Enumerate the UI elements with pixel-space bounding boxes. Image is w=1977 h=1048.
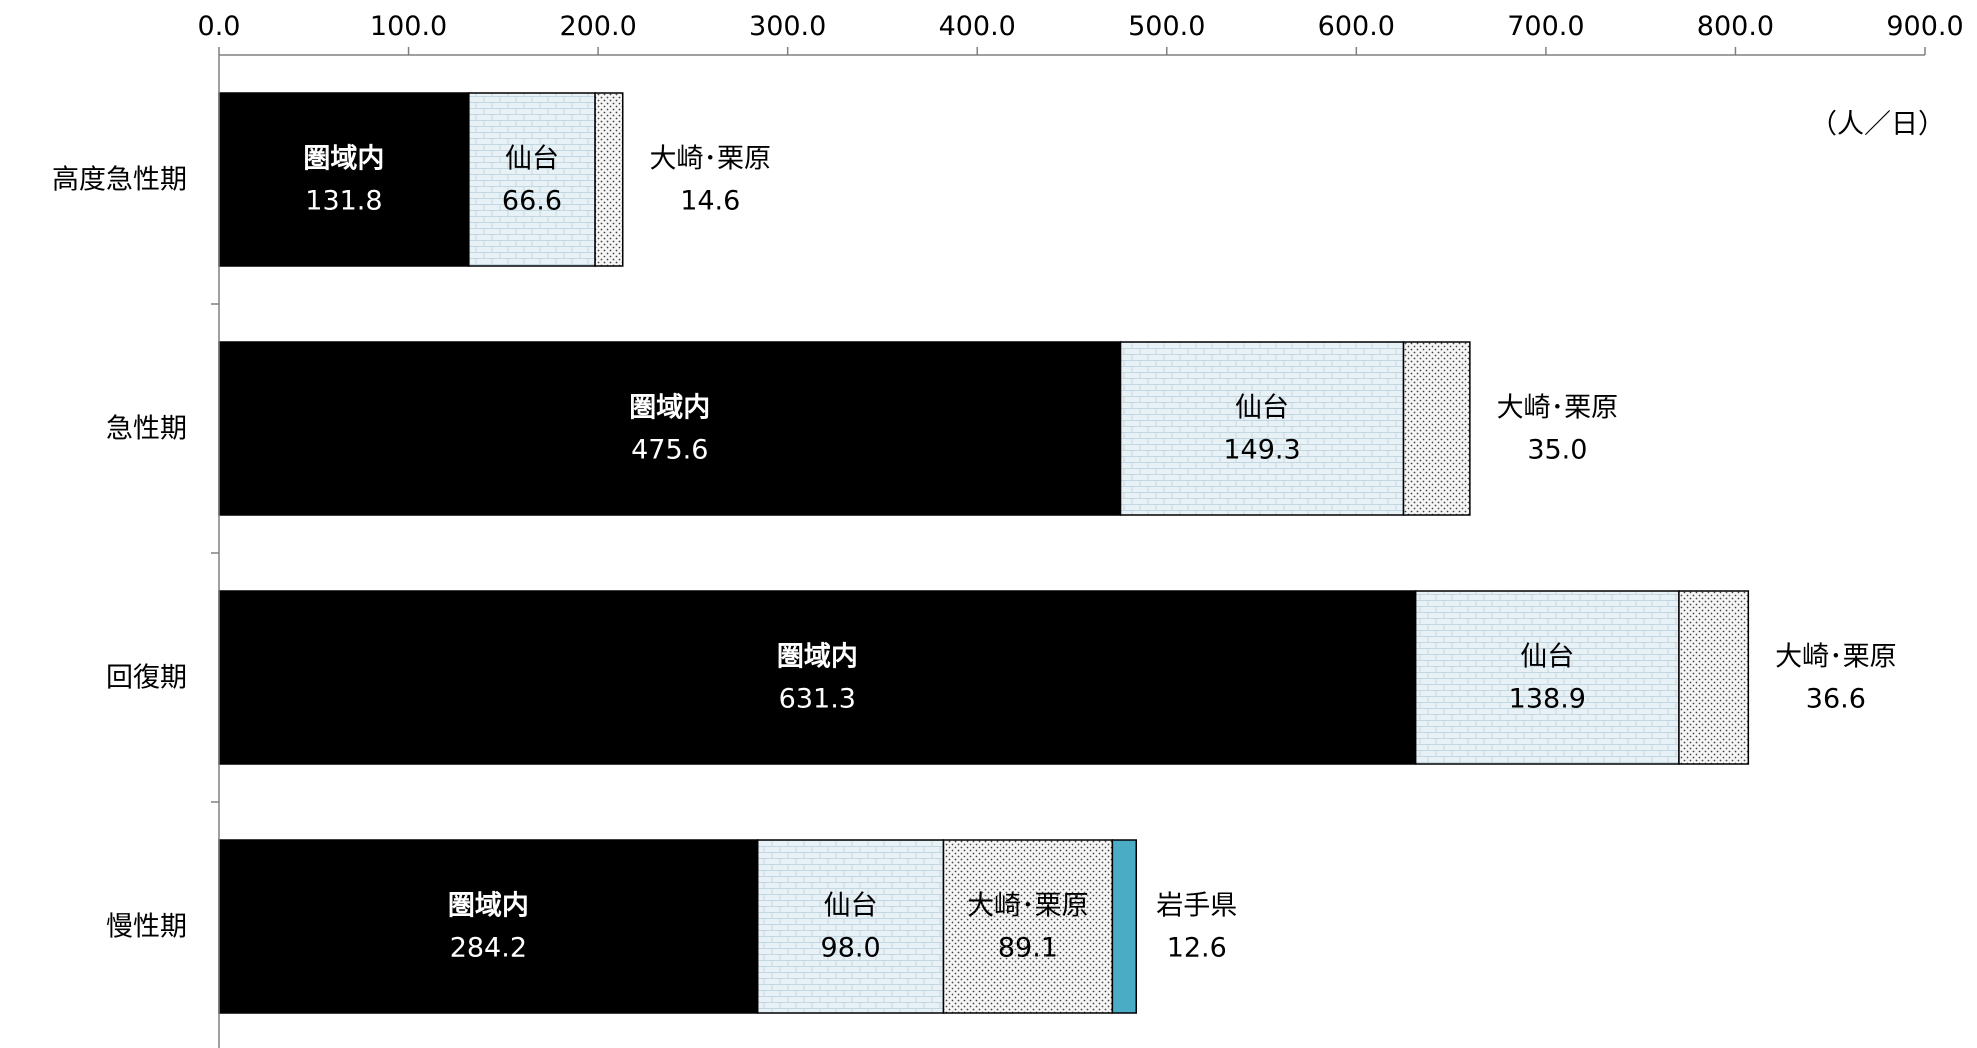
bar-series-label: 仙台 bbox=[1235, 393, 1289, 424]
x-tick-label: 800.0 bbox=[1697, 11, 1774, 42]
bar-value-label: 98.0 bbox=[821, 933, 881, 964]
bar-series-label: 仙台 bbox=[1520, 642, 1574, 673]
bar-segment bbox=[756, 839, 945, 1014]
y-category-label: 急性期 bbox=[106, 414, 187, 445]
bar-value-label: 35.0 bbox=[1527, 435, 1587, 466]
bar-segment bbox=[1678, 590, 1750, 765]
bar-value-label: 12.6 bbox=[1167, 933, 1227, 964]
bar-series-label: 圏域内 bbox=[629, 393, 710, 424]
bar-segment bbox=[218, 590, 1417, 765]
y-category-label: 慢性期 bbox=[106, 912, 187, 943]
bar-segment bbox=[1414, 590, 1680, 765]
bar-segment bbox=[468, 92, 596, 267]
unit-label: （人／日） bbox=[1810, 109, 1945, 140]
bar-value-label: 89.1 bbox=[998, 933, 1058, 964]
x-tick-label: 500.0 bbox=[1128, 11, 1205, 42]
bars-layer bbox=[218, 92, 1750, 1014]
bar-value-label: 14.6 bbox=[680, 186, 740, 217]
bar-value-label: 138.9 bbox=[1509, 684, 1586, 715]
bar-segment bbox=[1119, 341, 1405, 516]
bar-series-label: 大崎･栗原 bbox=[650, 144, 772, 175]
x-tick-label: 900.0 bbox=[1886, 11, 1963, 42]
bar-value-label: 475.6 bbox=[631, 435, 708, 466]
bar-series-label: 圏域内 bbox=[777, 642, 858, 673]
bar-series-label: 大崎･栗原 bbox=[1497, 393, 1619, 424]
bar-value-label: 149.3 bbox=[1223, 435, 1300, 466]
x-tick-label: 400.0 bbox=[939, 11, 1016, 42]
x-tick-label: 0.0 bbox=[198, 11, 241, 42]
bar-value-label: 131.8 bbox=[305, 186, 382, 217]
bar-segment bbox=[1111, 839, 1138, 1014]
bar-value-label: 66.6 bbox=[502, 186, 562, 217]
bar-series-label: 圏域内 bbox=[303, 144, 384, 175]
x-tick-label: 600.0 bbox=[1318, 11, 1395, 42]
bar-value-label: 284.2 bbox=[450, 933, 527, 964]
bar-segment bbox=[218, 341, 1122, 516]
bar-series-label: 大崎･栗原 bbox=[967, 891, 1089, 922]
bar-segment bbox=[218, 92, 470, 267]
bar-value-label: 36.6 bbox=[1806, 684, 1866, 715]
bar-segment bbox=[594, 92, 624, 267]
x-tick-label: 200.0 bbox=[559, 11, 636, 42]
bar-series-label: 圏域内 bbox=[448, 891, 529, 922]
bar-segment bbox=[1402, 341, 1471, 516]
bar-segment bbox=[218, 839, 759, 1014]
bar-series-label: 大崎･栗原 bbox=[1775, 642, 1897, 673]
y-category-label: 高度急性期 bbox=[52, 165, 187, 196]
x-tick-label: 300.0 bbox=[749, 11, 826, 42]
bar-series-label: 仙台 bbox=[824, 891, 878, 922]
labels-layer: （人／日） 0.0 100.0 200.0 300.0 400.0 500.0 600.0 7… bbox=[52, 11, 1964, 964]
bar-series-label: 岩手県 bbox=[1156, 891, 1237, 922]
axes-layer bbox=[211, 47, 1926, 1048]
x-tick-label: 100.0 bbox=[370, 11, 447, 42]
bar-series-label: 仙台 bbox=[505, 144, 559, 175]
x-tick-label: 700.0 bbox=[1507, 11, 1584, 42]
bar-segment bbox=[942, 839, 1114, 1014]
y-category-label: 回復期 bbox=[106, 663, 187, 694]
bar-value-label: 631.3 bbox=[779, 684, 856, 715]
